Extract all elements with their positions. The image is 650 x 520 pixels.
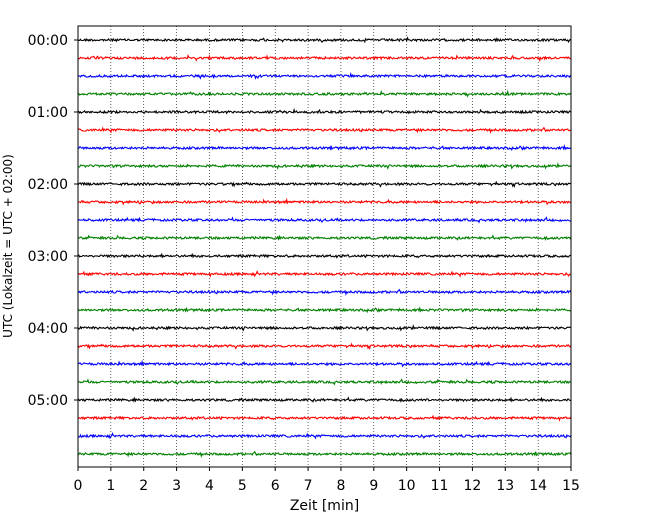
trace-line (77, 197, 572, 206)
x-tick-label: 9 (369, 478, 378, 494)
trace-line (78, 288, 572, 296)
trace-line (77, 270, 572, 278)
y-tick-label: 03:00 (28, 249, 68, 265)
y-tick-label: 05:00 (28, 393, 68, 409)
trace-line (77, 234, 572, 241)
seismogram-traces (77, 36, 572, 458)
trace-line (77, 324, 572, 332)
x-tick-label: 12 (463, 478, 481, 494)
x-tick-label: 7 (304, 478, 313, 494)
x-tick-label: 4 (205, 478, 214, 494)
x-tick-label: 14 (529, 478, 547, 494)
trace-line (77, 89, 572, 98)
trace-line (77, 342, 572, 350)
x-tick-label: 13 (496, 478, 514, 494)
x-tick-label: 11 (431, 478, 449, 494)
trace-line (78, 126, 572, 134)
trace-line (77, 162, 572, 170)
trace-line (77, 306, 572, 314)
x-tick-label: 0 (74, 478, 83, 494)
y-tick-label: 04:00 (28, 321, 68, 337)
x-tick-label: 6 (271, 478, 280, 494)
trace-line (78, 252, 572, 259)
y-axis-ticks: 00:00 01:00 02:00 03:00 04:00 05:00 (28, 33, 78, 409)
x-tick-label: 2 (139, 478, 148, 494)
trace-line (77, 450, 572, 458)
y-axis-label: UTC (Lokalzeit = UTC + 02:00) (1, 154, 15, 338)
trace-line (77, 107, 572, 115)
x-tick-label: 15 (562, 478, 580, 494)
x-tick-label: 10 (398, 478, 416, 494)
plot-frame (77, 25, 572, 468)
trace-line (77, 432, 572, 440)
y-tick-label: 00:00 (28, 33, 68, 49)
x-axis-ticks: 0 1 2 3 4 5 6 7 8 9 10 11 12 13 14 15 (74, 467, 580, 494)
trace-line (77, 396, 572, 404)
trace-line (77, 144, 572, 152)
x-tick-label: 3 (172, 478, 181, 494)
x-tick-label: 1 (106, 478, 115, 494)
trace-line (77, 180, 572, 188)
trace-line (78, 36, 572, 44)
y-tick-label: 01:00 (28, 105, 68, 121)
x-axis-label: Zeit [min] (290, 498, 359, 514)
y-tick-label: 02:00 (28, 177, 68, 193)
trace-line (77, 216, 572, 224)
trace-line (77, 359, 572, 368)
trace-line (77, 71, 572, 80)
x-tick-label: 5 (238, 478, 247, 494)
trace-line (77, 378, 572, 386)
trace-line (77, 414, 572, 422)
trace-line (77, 54, 572, 63)
x-tick-label: 8 (336, 478, 345, 494)
